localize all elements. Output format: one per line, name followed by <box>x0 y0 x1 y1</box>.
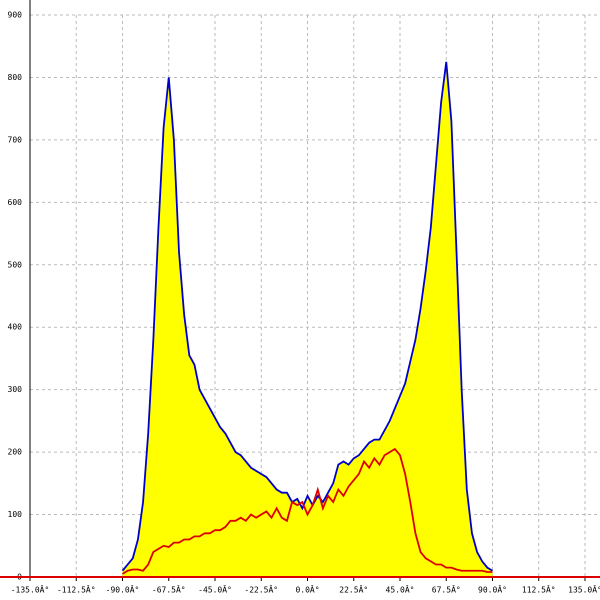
x-tick-label: 112.5Â° <box>522 584 556 595</box>
x-tick-label: 0.0Â° <box>295 584 319 595</box>
x-tick-label: -22.5Â° <box>244 584 278 595</box>
x-tick-label: 90.0Â° <box>478 584 507 595</box>
area-fill <box>122 61 493 578</box>
x-tick-label: -135.0Â° <box>11 584 50 595</box>
x-tick-label: 22.5Â° <box>339 584 368 595</box>
y-tick-label: 900 <box>8 11 23 20</box>
x-tick-label: -67.5Â° <box>152 584 186 595</box>
y-tick-label: 500 <box>8 260 23 269</box>
y-tick-label: 800 <box>8 73 23 82</box>
y-tick-label: 400 <box>8 323 23 332</box>
y-tick-label: 600 <box>8 198 23 207</box>
series-line <box>122 447 493 575</box>
x-tick-label: -45.0Â° <box>198 584 232 595</box>
y-tick-label: 100 <box>8 510 23 519</box>
y-tick-label: 200 <box>8 448 23 457</box>
x-tick-label: 135.0Â° <box>568 584 600 595</box>
x-tick-label: 45.0Â° <box>386 584 415 595</box>
x-tick-label: -90.0Â° <box>106 584 140 595</box>
y-tick-label: 700 <box>8 135 23 144</box>
x-tick-label: -112.5Â° <box>57 584 96 595</box>
y-tick-label: 300 <box>8 385 23 394</box>
series-line <box>121 61 493 572</box>
x-tick-label: 67.5Â° <box>432 584 461 595</box>
